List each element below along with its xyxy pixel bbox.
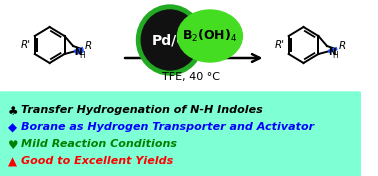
- Text: Transfer Hydrogenation of N-H Indoles: Transfer Hydrogenation of N-H Indoles: [21, 105, 263, 115]
- Text: ▲: ▲: [8, 156, 17, 169]
- Text: ♥: ♥: [8, 139, 18, 152]
- Text: ◆: ◆: [8, 122, 17, 135]
- Text: Pd/C: Pd/C: [152, 33, 187, 47]
- FancyBboxPatch shape: [0, 92, 362, 176]
- Text: H: H: [79, 51, 85, 60]
- Circle shape: [136, 5, 203, 75]
- Text: TFE, 40 °C: TFE, 40 °C: [162, 72, 220, 82]
- Text: N: N: [328, 48, 336, 57]
- Text: Good to Excellent Yields: Good to Excellent Yields: [21, 156, 173, 166]
- Text: B$_2$(OH)$_4$: B$_2$(OH)$_4$: [182, 28, 237, 44]
- Ellipse shape: [178, 10, 242, 62]
- Text: N: N: [74, 48, 82, 57]
- Text: R': R': [275, 40, 285, 50]
- Text: ♣: ♣: [8, 105, 18, 118]
- Text: Mild Reaction Conditions: Mild Reaction Conditions: [21, 139, 177, 149]
- Text: R': R': [21, 40, 31, 50]
- Text: R: R: [338, 41, 345, 51]
- Circle shape: [141, 10, 198, 70]
- Text: H: H: [333, 51, 338, 60]
- Text: R: R: [85, 41, 92, 51]
- Text: Borane as Hydrogen Transporter and Activator: Borane as Hydrogen Transporter and Activ…: [21, 122, 314, 132]
